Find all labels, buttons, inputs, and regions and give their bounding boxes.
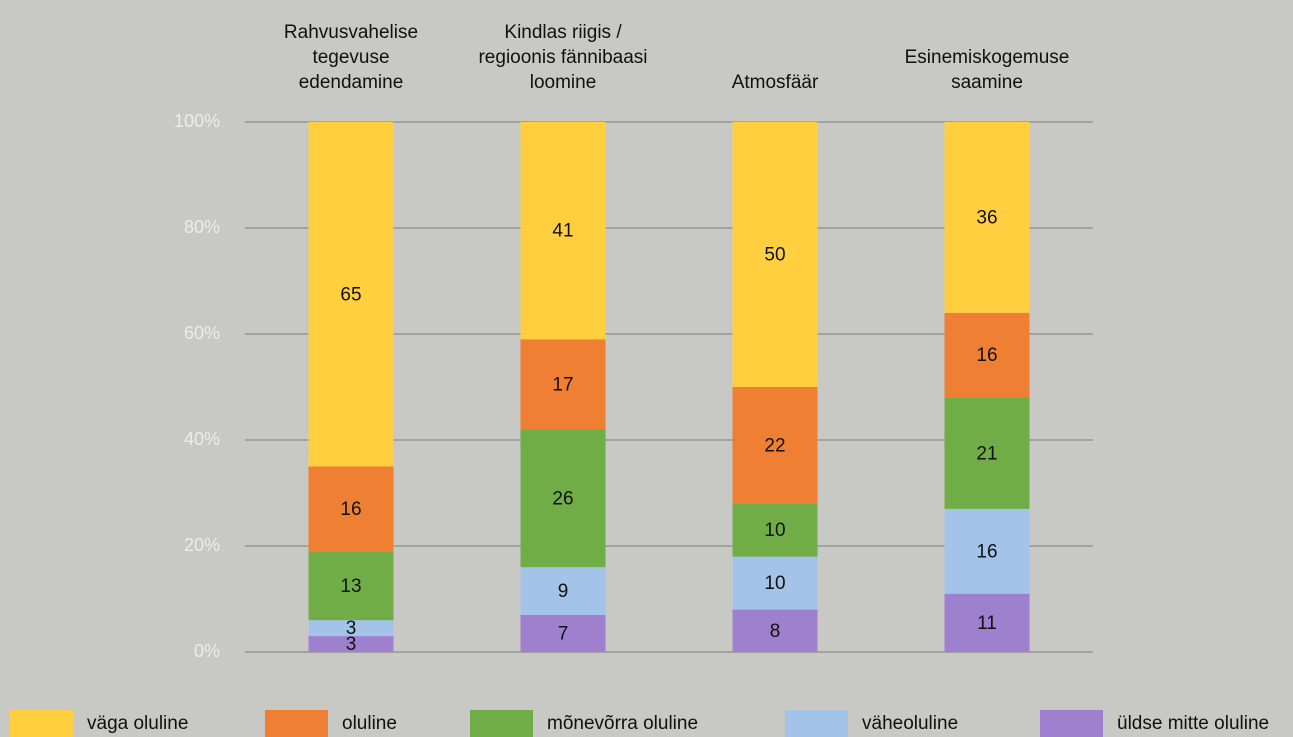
- bar-segment: [944, 593, 1030, 652]
- category-label: Esinemiskogemuse saamine: [905, 47, 1070, 93]
- data-label: 10: [764, 573, 785, 594]
- y-tick-label: 0%: [194, 641, 220, 661]
- bar-segment: [732, 387, 818, 504]
- data-label: 65: [340, 284, 361, 305]
- legend-swatch: [785, 710, 848, 737]
- bar-segment: [944, 508, 1030, 594]
- data-label: 50: [764, 245, 785, 266]
- bar-segment: [732, 122, 818, 387]
- legend-label: mõnevõrra oluline: [547, 713, 698, 734]
- data-label: 8: [770, 621, 781, 642]
- data-label: 7: [558, 623, 569, 644]
- data-label: 13: [340, 576, 361, 597]
- legend-label: oluline: [342, 713, 397, 734]
- legend-swatch: [1040, 710, 1103, 737]
- bar-segment: [944, 397, 1030, 509]
- data-label: 36: [976, 207, 997, 228]
- category-label: Kindlas riigis / regioonis fännibaasi loom…: [478, 22, 647, 93]
- y-tick-label: 100%: [174, 111, 220, 131]
- bar-segment: [308, 466, 394, 552]
- data-label: 26: [552, 488, 573, 509]
- bar-segment: [944, 122, 1030, 313]
- y-tick-label: 60%: [184, 323, 220, 343]
- legend-label: väga oluline: [87, 713, 188, 734]
- data-label: 41: [552, 221, 573, 242]
- legend-label: väheoluline: [862, 713, 958, 734]
- bar-segment: [308, 636, 394, 652]
- data-label: 10: [764, 520, 785, 541]
- legend-swatch: [470, 710, 533, 737]
- bar-segment: [944, 312, 1030, 398]
- bar-segment: [308, 122, 394, 467]
- data-label: 3: [346, 618, 357, 639]
- data-label: 16: [340, 499, 361, 520]
- y-tick-label: 40%: [184, 429, 220, 449]
- bar-segment: [520, 339, 606, 430]
- legend-swatch: [265, 710, 328, 737]
- data-label: 11: [977, 613, 997, 634]
- legend-swatch: [10, 710, 73, 737]
- y-tick-label: 20%: [184, 535, 220, 555]
- legend-label: üldse mitte oluline: [1117, 713, 1269, 734]
- bar-segment: [308, 620, 394, 637]
- bar-segment: [520, 429, 606, 568]
- bar-segment: [308, 551, 394, 621]
- data-label: 17: [552, 374, 573, 395]
- bar-segment: [520, 614, 606, 652]
- category-label: Rahvusvahelise tegevuse edendamine: [284, 22, 418, 93]
- bar-segment: [520, 122, 606, 340]
- y-tick-label: 80%: [184, 217, 220, 237]
- data-label: 16: [976, 541, 997, 562]
- bar-segment: [732, 503, 818, 557]
- data-label: 22: [764, 435, 785, 456]
- bar-segment: [732, 609, 818, 652]
- data-label: 21: [976, 443, 997, 464]
- data-label: 3: [346, 634, 357, 655]
- bar-segment: [732, 556, 818, 610]
- category-label: Atmosfäär: [732, 72, 819, 93]
- bar-segment: [520, 567, 606, 615]
- data-label: 9: [558, 581, 569, 602]
- data-label: 16: [976, 345, 997, 366]
